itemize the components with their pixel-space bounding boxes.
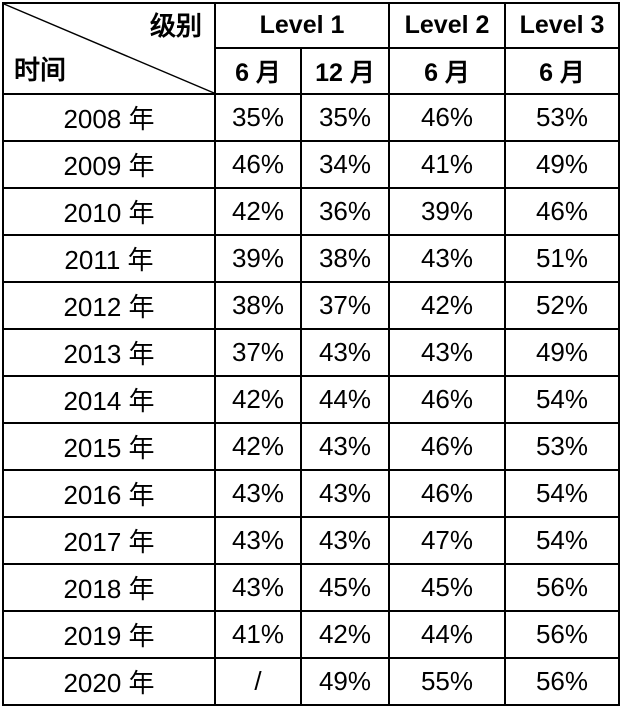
value-cell: 55% [388,657,506,706]
year-cell: 2008 年 [2,93,216,142]
value-cell: 56% [504,610,620,659]
value-cell: 49% [300,657,390,706]
year-cell: 2012 年 [2,281,216,330]
year-cell: 2019 年 [2,610,216,659]
value-cell: 41% [388,140,506,189]
table-row: 2008 年 35% 35% 46% 53% [2,93,620,142]
table-row: 2009 年 46% 34% 41% 49% [2,140,620,189]
corner-cell: 级别 时间 [2,2,216,95]
corner-label-time: 时间 [14,55,67,85]
level-header-3: Level 3 [504,2,620,49]
level-header-row: 级别 时间 Level 1 Level 2 Level 3 [2,2,620,95]
table-body: 2008 年 35% 35% 46% 53% 2009 年 46% 34% 41% 49% 2010… [2,93,620,706]
month-header-4: 6 月 [504,47,620,95]
table-row: 2012 年 38% 37% 42% 52% [2,281,620,330]
value-cell: 45% [300,563,390,612]
table-row: 2017 年 43% 43% 47% 54% [2,516,620,565]
year-cell: 2015 年 [2,422,216,471]
value-cell: 42% [300,610,390,659]
year-cell: 2014 年 [2,375,216,424]
value-cell: 47% [388,516,506,565]
value-cell: 42% [214,187,302,236]
value-cell: 37% [300,281,390,330]
value-cell: 46% [388,422,506,471]
corner-label-level: 级别 [149,11,202,41]
value-cell: 43% [214,469,302,518]
year-cell: 2010 年 [2,187,216,236]
value-cell: 43% [388,234,506,283]
value-cell: 49% [504,328,620,377]
value-cell: 44% [300,375,390,424]
table-row: 2015 年 42% 43% 46% 53% [2,422,620,471]
month-header-2: 12 月 [300,47,390,95]
value-cell: 46% [504,187,620,236]
table-row: 2020 年/49% 55% 56% [2,657,620,706]
year-cell: 2020 年 [2,657,216,706]
value-cell: 38% [300,234,390,283]
year-cell: 2016 年 [2,469,216,518]
value-cell: 39% [214,234,302,283]
year-cell: 2017 年 [2,516,216,565]
table-row: 2019 年 41% 42% 44% 56% [2,610,620,659]
value-cell: 46% [388,469,506,518]
table-row: 2013 年 37% 43% 43% 49% [2,328,620,377]
value-cell: 38% [214,281,302,330]
value-cell: / [214,657,302,706]
month-header-1: 6 月 [214,47,302,95]
year-cell: 2013 年 [2,328,216,377]
value-cell: 56% [504,657,620,706]
value-cell: 42% [214,422,302,471]
value-cell: 35% [214,93,302,142]
value-cell: 43% [300,422,390,471]
table-row: 2016 年 43% 43% 46% 54% [2,469,620,518]
value-cell: 53% [504,422,620,471]
value-cell: 39% [388,187,506,236]
value-cell: 37% [214,328,302,377]
value-cell: 43% [300,469,390,518]
value-cell: 45% [388,563,506,612]
table-row: 2011 年 39% 38% 43% 51% [2,234,620,283]
value-cell: 46% [214,140,302,189]
year-cell: 2009 年 [2,140,216,189]
table-row: 2014 年 42% 44% 46% 54% [2,375,620,424]
value-cell: 35% [300,93,390,142]
year-cell: 2018 年 [2,563,216,612]
value-cell: 54% [504,516,620,565]
table-row: 2010 年 42% 36% 39% 46% [2,187,620,236]
month-header-3: 6 月 [388,47,506,95]
value-cell: 44% [388,610,506,659]
value-cell: 43% [300,328,390,377]
year-cell: 2011 年 [2,234,216,283]
value-cell: 42% [388,281,506,330]
value-cell: 54% [504,469,620,518]
value-cell: 43% [300,516,390,565]
value-cell: 46% [388,375,506,424]
value-cell: 51% [504,234,620,283]
value-cell: 53% [504,93,620,142]
value-cell: 43% [388,328,506,377]
table-row: 2018 年 43% 45% 45% 56% [2,563,620,612]
value-cell: 34% [300,140,390,189]
value-cell: 56% [504,563,620,612]
value-cell: 36% [300,187,390,236]
value-cell: 42% [214,375,302,424]
level-header-1: Level 1 [214,2,390,49]
value-cell: 46% [388,93,506,142]
value-cell: 43% [214,563,302,612]
value-cell: 52% [504,281,620,330]
diagonal-divider-line [4,4,214,93]
value-cell: 41% [214,610,302,659]
value-cell: 49% [504,140,620,189]
value-cell: 54% [504,375,620,424]
level-header-2: Level 2 [388,2,506,49]
value-cell: 43% [214,516,302,565]
